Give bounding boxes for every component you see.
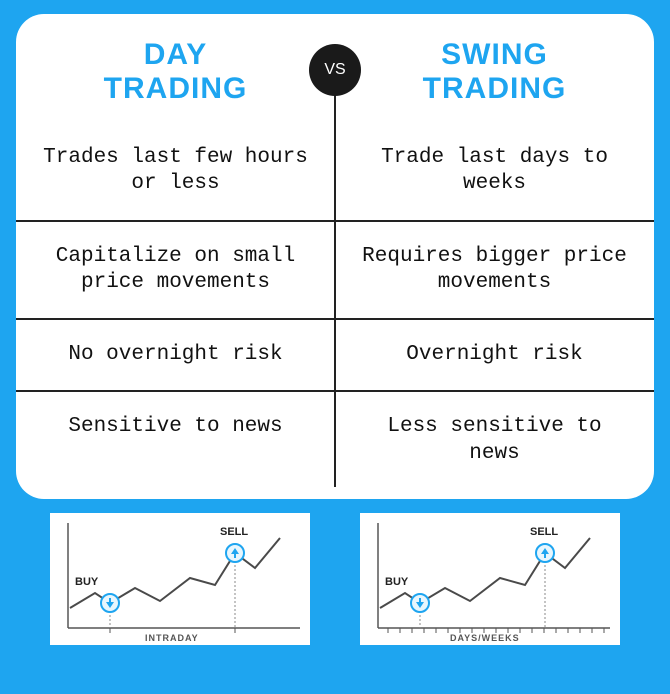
cell-right: Trade last days to weeks [335,123,654,220]
chart-swing: BUY SELL DAYS/WEEKS [360,513,620,645]
price-line [380,538,590,608]
left-title-line2: TRADING [16,72,335,106]
cell-left: Capitalize on small price movements [16,222,335,319]
cell-right: Requires bigger price movements [335,222,654,319]
price-line [70,538,280,608]
left-title-line1: DAY [16,38,335,72]
left-title: DAY TRADING [16,38,335,105]
axis-label: DAYS/WEEKS [450,633,520,643]
vs-badge: VS [309,44,361,96]
right-title-line1: SWING [335,38,654,72]
buy-label: BUY [385,576,409,588]
cell-left: No overnight risk [16,320,335,390]
chart-intraday: BUY SELL INTRADAY [50,513,310,645]
cell-left: Trades last few hours or less [16,123,335,220]
cell-left: Sensitive to news [16,392,335,489]
cell-right: Overnight risk [335,320,654,390]
vertical-divider [334,84,336,487]
sell-label: SELL [530,526,558,538]
cell-right: Less sensitive to news [335,392,654,489]
sell-label: SELL [220,526,248,538]
header-row: DAY TRADING VS SWING TRADING [16,38,654,105]
right-title-line2: TRADING [335,72,654,106]
right-title: SWING TRADING [335,38,654,105]
chart-swing-svg: BUY SELL DAYS/WEEKS [360,513,620,645]
charts-row: BUY SELL INTRADAY [16,513,654,645]
comparison-card: DAY TRADING VS SWING TRADING Trades last… [16,14,654,499]
axis-label: INTRADAY [145,633,199,643]
buy-label: BUY [75,576,99,588]
chart-intraday-svg: BUY SELL INTRADAY [50,513,310,645]
